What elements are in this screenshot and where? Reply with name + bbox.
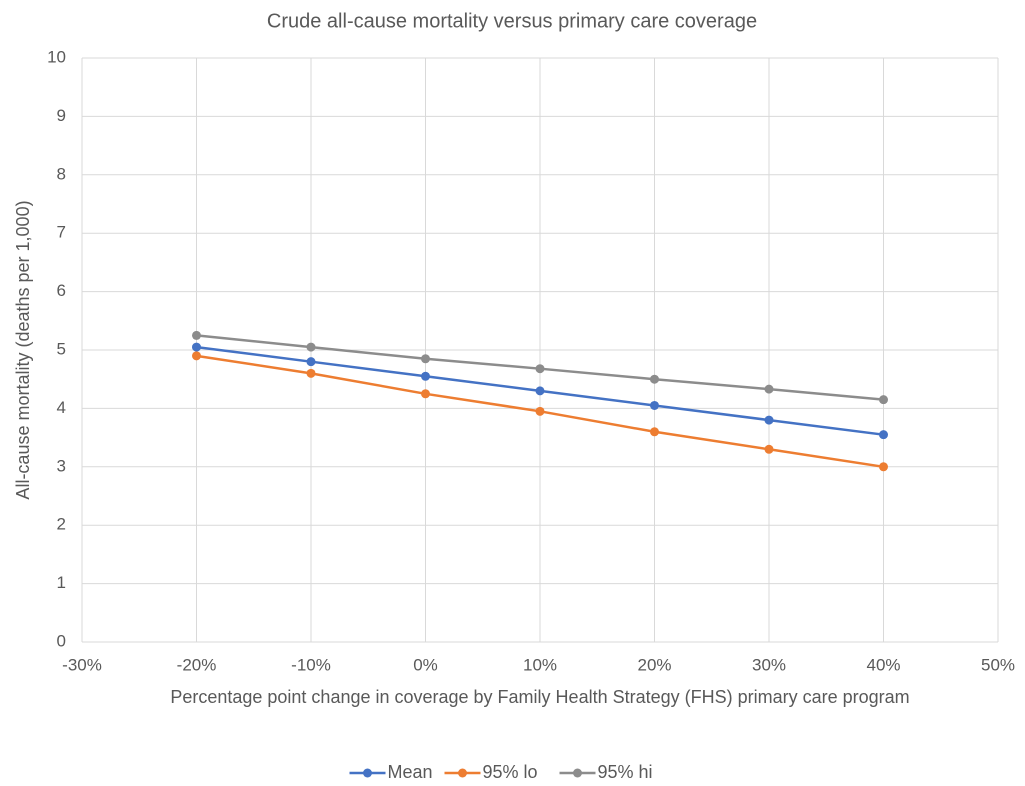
x-tick-label: 30% xyxy=(752,655,786,674)
chart-title: Crude all-cause mortality versus primary… xyxy=(267,10,757,32)
y-axis-label: All-cause mortality (deaths per 1,000) xyxy=(13,200,33,499)
x-tick-label: -30% xyxy=(62,655,102,674)
legend-label: Mean xyxy=(388,762,433,782)
data-point xyxy=(421,371,430,381)
y-tick-label: 3 xyxy=(57,456,66,475)
y-tick-label: 6 xyxy=(57,281,66,300)
y-tick-label: 2 xyxy=(57,515,66,534)
x-tick-label: -10% xyxy=(291,655,331,674)
x-tick-label: 10% xyxy=(523,655,557,674)
data-point xyxy=(879,395,888,405)
data-point xyxy=(650,427,659,437)
data-point xyxy=(192,342,201,352)
data-point xyxy=(535,406,545,416)
data-point xyxy=(421,389,430,399)
y-tick-label: 5 xyxy=(57,339,66,358)
x-tick-label: 40% xyxy=(866,655,900,674)
y-tick-label: 9 xyxy=(57,106,66,125)
data-point xyxy=(192,330,201,340)
y-tick-label: 1 xyxy=(57,573,66,592)
data-point xyxy=(535,364,545,374)
x-tick-label: -20% xyxy=(177,655,217,674)
data-point xyxy=(535,386,545,396)
data-point xyxy=(879,462,888,472)
data-point xyxy=(764,384,774,394)
data-point xyxy=(306,368,316,378)
y-tick-label: 8 xyxy=(57,164,66,183)
data-point xyxy=(764,444,774,454)
y-tick-label: 7 xyxy=(57,223,66,242)
x-tick-label: 0% xyxy=(413,655,438,674)
x-tick-label: 50% xyxy=(981,655,1015,674)
data-point xyxy=(306,342,316,352)
data-point xyxy=(192,351,201,361)
x-axis-label: Percentage point change in coverage by F… xyxy=(170,687,910,707)
y-tick-label: 0 xyxy=(57,631,66,650)
legend-marker xyxy=(363,768,372,778)
data-point xyxy=(650,400,659,410)
data-point xyxy=(879,430,888,440)
data-point xyxy=(764,415,774,425)
data-point xyxy=(306,357,316,367)
data-point xyxy=(421,354,430,364)
x-tick-label: 20% xyxy=(637,655,671,674)
legend-marker xyxy=(458,768,467,778)
y-tick-label: 10 xyxy=(47,47,66,66)
legend-label: 95% hi xyxy=(598,762,653,782)
y-tick-label: 4 xyxy=(57,398,66,417)
legend-label: 95% lo xyxy=(483,762,538,782)
data-point xyxy=(650,374,659,384)
legend-marker xyxy=(573,768,582,778)
